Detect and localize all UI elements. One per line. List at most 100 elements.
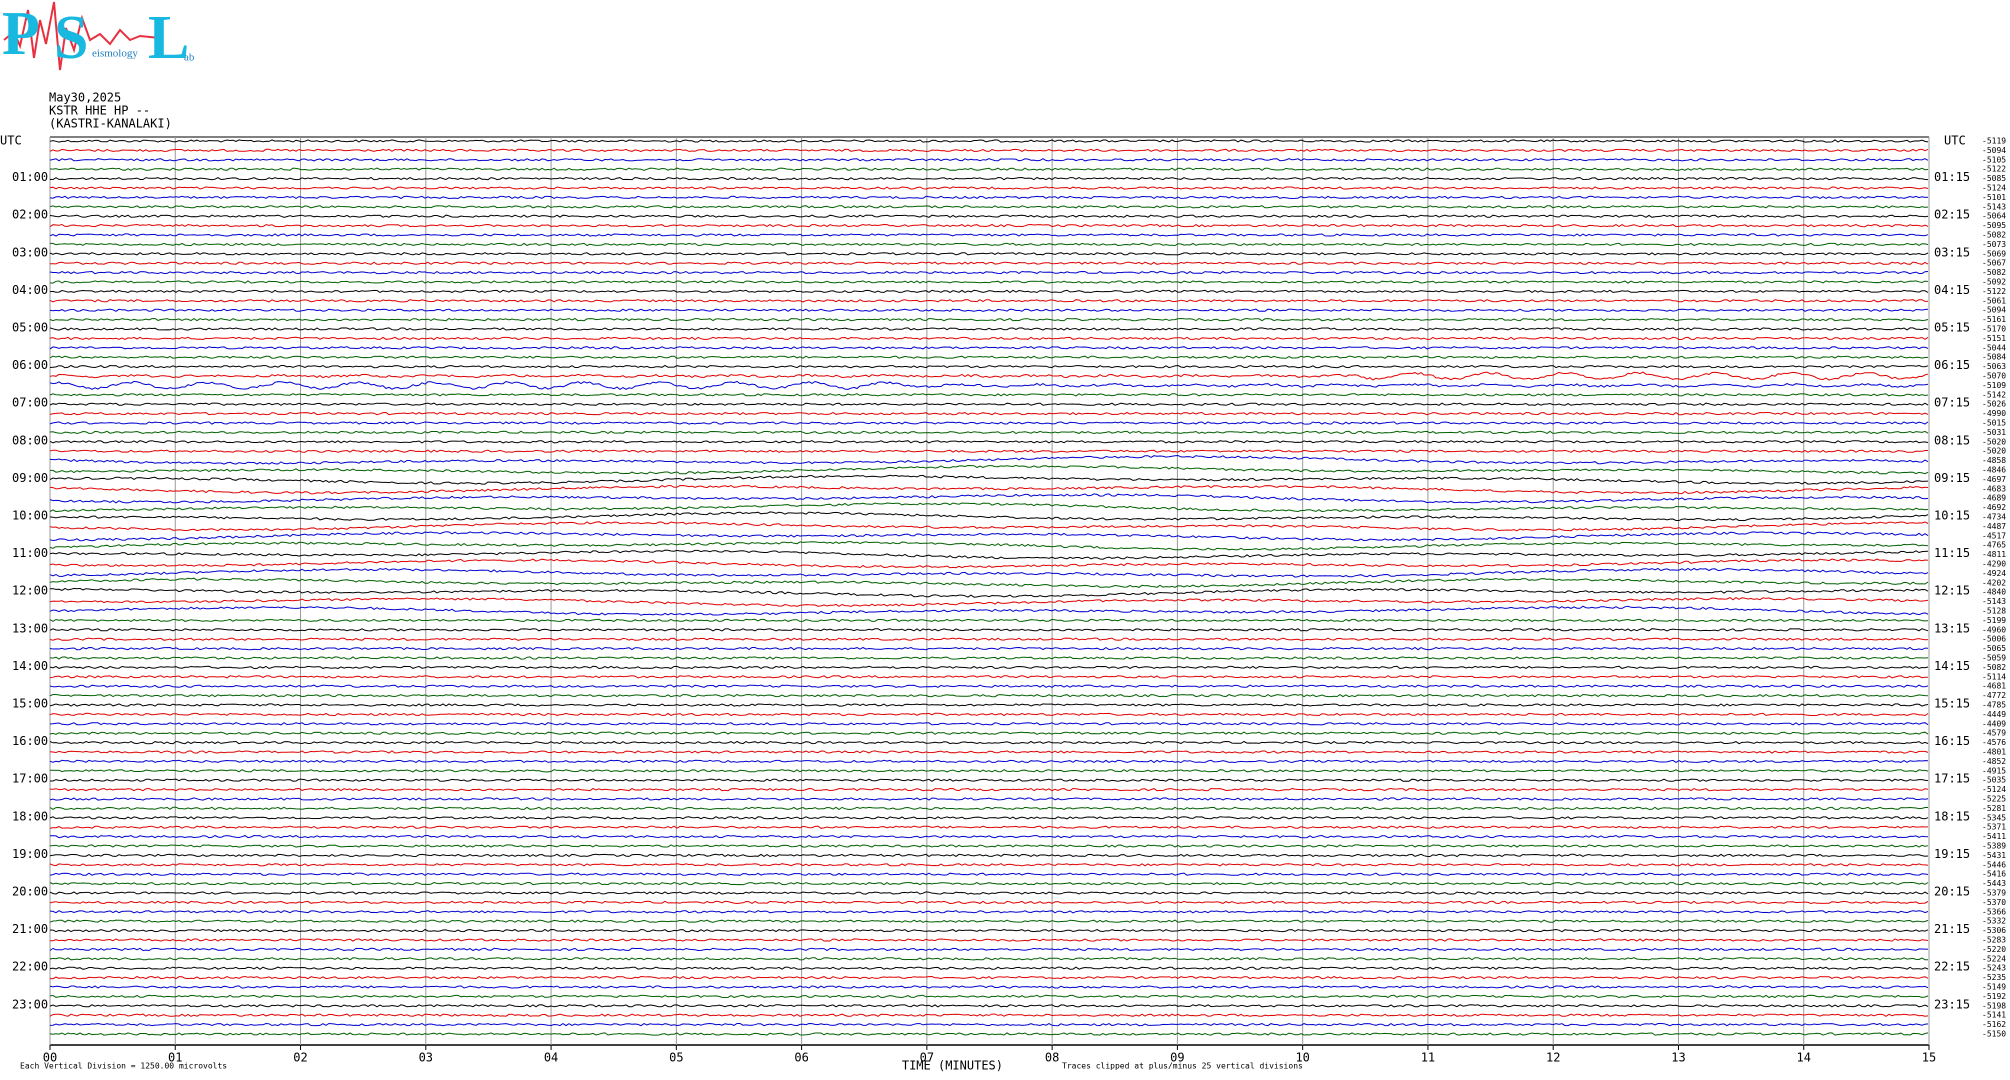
right-time-label: 15:15 bbox=[1934, 697, 1970, 711]
clip-note: Traces clipped at plus/minus 25 vertical… bbox=[1062, 1062, 1303, 1071]
trace bbox=[49, 364, 1929, 369]
right-time-label: 09:15 bbox=[1934, 471, 1970, 485]
left-time-label: 12:00 bbox=[12, 584, 48, 598]
row-offset: -4852 bbox=[1982, 757, 2006, 766]
right-time-label: 14:15 bbox=[1934, 659, 1970, 673]
row-offset: -5411 bbox=[1982, 832, 2006, 841]
trace bbox=[49, 816, 1929, 820]
left-time-label: 21:00 bbox=[12, 922, 48, 936]
row-offset: -5069 bbox=[1982, 249, 2006, 258]
header-line: (KASTRI-KANALAKI) bbox=[49, 117, 172, 131]
row-offset: -4840 bbox=[1982, 588, 2006, 597]
logo-wave bbox=[3, 1, 161, 71]
row-offset: -5366 bbox=[1982, 907, 2006, 916]
trace bbox=[49, 722, 1929, 726]
trace bbox=[49, 223, 1929, 228]
trace bbox=[49, 355, 1929, 359]
right-time-label: 07:15 bbox=[1934, 396, 1970, 410]
trace bbox=[50, 938, 1929, 942]
trace bbox=[49, 454, 1929, 465]
x-tick-label: 01 bbox=[168, 1051, 182, 1065]
row-offset: -4811 bbox=[1982, 550, 2006, 559]
row-offset: -5114 bbox=[1982, 672, 2006, 681]
row-offset: -5162 bbox=[1982, 1020, 2006, 1029]
row-offset: -5370 bbox=[1982, 898, 2006, 907]
row-offset: -5109 bbox=[1982, 381, 2006, 390]
row-offset: -5150 bbox=[1982, 1030, 2006, 1039]
x-tick-label: 07 bbox=[920, 1051, 934, 1065]
trace bbox=[49, 214, 1929, 218]
left-time-label: 11:00 bbox=[12, 546, 48, 560]
x-tick-label: 06 bbox=[794, 1051, 808, 1065]
left-time-label: 22:00 bbox=[12, 960, 48, 974]
row-offset: -5095 bbox=[1982, 221, 2006, 230]
trace bbox=[49, 740, 1929, 745]
trace bbox=[49, 289, 1929, 294]
row-offset: -5446 bbox=[1982, 860, 2006, 869]
left-time-label: 02:00 bbox=[12, 208, 48, 222]
row-offset: -5224 bbox=[1982, 954, 2006, 963]
row-offset: -5015 bbox=[1982, 419, 2006, 428]
trace bbox=[49, 148, 1929, 153]
left-time-label: 23:00 bbox=[12, 997, 48, 1011]
trace bbox=[49, 549, 1929, 560]
trace bbox=[49, 327, 1929, 331]
row-offset: -5020 bbox=[1982, 447, 2006, 456]
trace bbox=[49, 928, 1929, 933]
row-offset: -5161 bbox=[1982, 315, 2006, 324]
x-tick-label: 10 bbox=[1295, 1051, 1309, 1065]
right-time-label: 01:15 bbox=[1934, 170, 1970, 184]
trace bbox=[49, 1032, 1929, 1036]
row-offset: -5128 bbox=[1982, 607, 2006, 616]
row-offset: -5085 bbox=[1982, 174, 2006, 183]
trace bbox=[49, 393, 1929, 397]
row-offset: -4960 bbox=[1982, 625, 2006, 634]
trace bbox=[49, 176, 1929, 181]
logo-letter: S bbox=[54, 4, 88, 72]
logo-letter: L bbox=[148, 4, 189, 72]
right-time-label: 04:15 bbox=[1934, 283, 1970, 297]
logo-text: ab bbox=[184, 52, 195, 64]
row-offset: -4487 bbox=[1982, 522, 2006, 531]
trace bbox=[49, 900, 1929, 905]
trace bbox=[50, 242, 1929, 247]
trace bbox=[49, 872, 1929, 876]
trace bbox=[49, 421, 1929, 425]
row-offset: -5105 bbox=[1982, 155, 2006, 164]
trace bbox=[49, 430, 1929, 435]
row-offset: -4772 bbox=[1982, 691, 2006, 700]
trace bbox=[49, 558, 1929, 569]
row-offset: -5124 bbox=[1982, 785, 2006, 794]
trace bbox=[50, 769, 1929, 773]
row-offset: -5061 bbox=[1982, 296, 2006, 305]
row-offset: -5122 bbox=[1982, 165, 2006, 174]
right-time-label: 02:15 bbox=[1934, 208, 1970, 222]
row-offset: -5345 bbox=[1982, 813, 2006, 822]
trace bbox=[49, 628, 1929, 632]
left-time-label: 17:00 bbox=[12, 772, 48, 786]
scale-note: Each Vertical Division = 1250.00 microvo… bbox=[20, 1062, 227, 1071]
x-tick-label: 08 bbox=[1045, 1051, 1059, 1065]
row-offset: -4858 bbox=[1982, 456, 2006, 465]
logo: P S L eismology ab bbox=[2, 0, 195, 72]
row-offset: -5070 bbox=[1982, 372, 2006, 381]
trace bbox=[49, 380, 1929, 391]
left-time-label: 10:00 bbox=[12, 509, 48, 523]
row-offset: -4697 bbox=[1982, 475, 2006, 484]
row-offset: -5065 bbox=[1982, 644, 2006, 653]
row-offset: -5332 bbox=[1982, 917, 2006, 926]
row-offset: -5073 bbox=[1982, 240, 2006, 249]
left-time-label: 13:00 bbox=[12, 621, 48, 635]
row-offset: -5059 bbox=[1982, 654, 2006, 663]
trace bbox=[49, 186, 1929, 190]
row-offset: -4785 bbox=[1982, 701, 2006, 710]
trace bbox=[49, 750, 1929, 754]
trace bbox=[49, 675, 1928, 679]
row-offset: -4290 bbox=[1982, 560, 2006, 569]
x-tick-label: 00 bbox=[43, 1051, 57, 1065]
row-offset: -5281 bbox=[1982, 804, 2006, 813]
trace bbox=[49, 844, 1929, 848]
left-time-label: UTC bbox=[0, 134, 22, 148]
x-tick-label: 03 bbox=[419, 1051, 433, 1065]
left-time-label: 19:00 bbox=[12, 847, 48, 861]
